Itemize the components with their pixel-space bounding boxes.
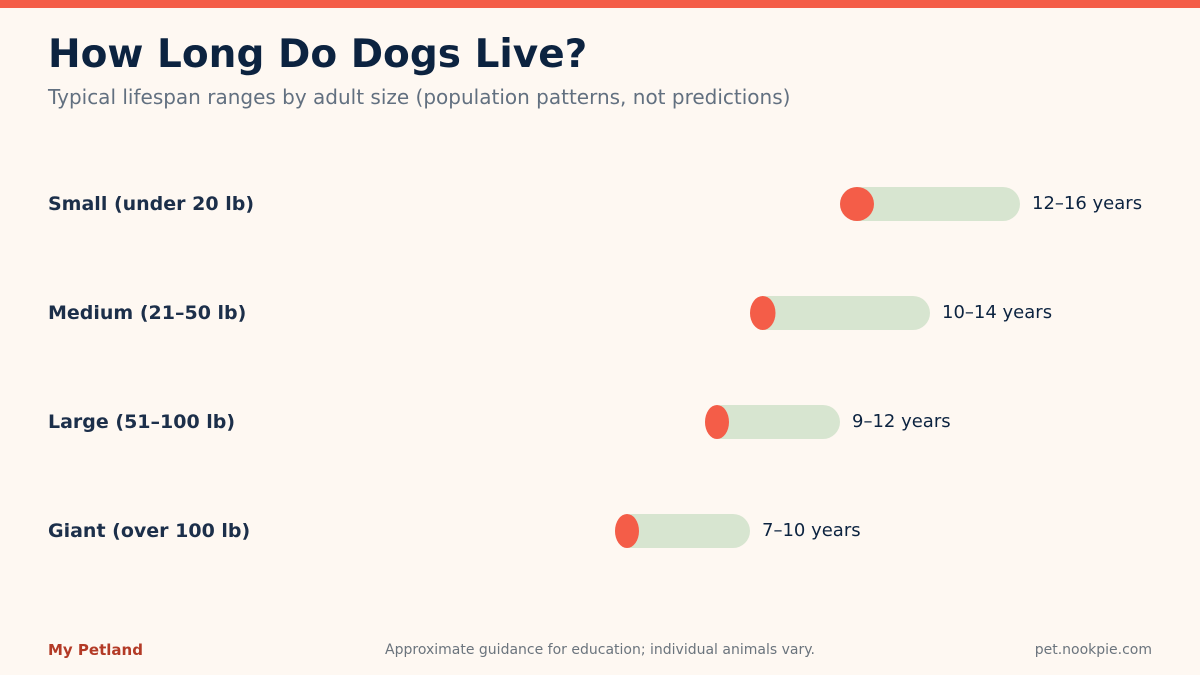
range-bar (750, 296, 930, 330)
range-value-label: 9–12 years (852, 411, 951, 432)
range-min-marker (705, 405, 729, 439)
footer-note: Approximate guidance for education; indi… (385, 642, 815, 658)
range-bar (840, 187, 1020, 221)
range-min-marker (840, 187, 874, 221)
category-label: Small (under 20 lb) (48, 193, 254, 215)
range-value-label: 12–16 years (1032, 193, 1142, 214)
top-accent-bar (0, 0, 1200, 8)
chart-subtitle: Typical lifespan ranges by adult size (p… (48, 85, 791, 109)
footer-url[interactable]: pet.nookpie.com (1034, 642, 1152, 658)
range-value-label: 10–14 years (942, 302, 1052, 323)
category-label: Medium (21–50 lb) (48, 302, 246, 324)
range-value-label: 7–10 years (762, 520, 861, 541)
range-bar (705, 405, 840, 439)
footer-brand: My Petland (48, 641, 143, 659)
chart-title: How Long Do Dogs Live? (48, 32, 588, 77)
range-min-marker (615, 514, 639, 548)
category-label: Giant (over 100 lb) (48, 520, 250, 542)
range-min-marker (750, 296, 776, 330)
category-label: Large (51–100 lb) (48, 411, 235, 433)
range-bar (615, 514, 750, 548)
